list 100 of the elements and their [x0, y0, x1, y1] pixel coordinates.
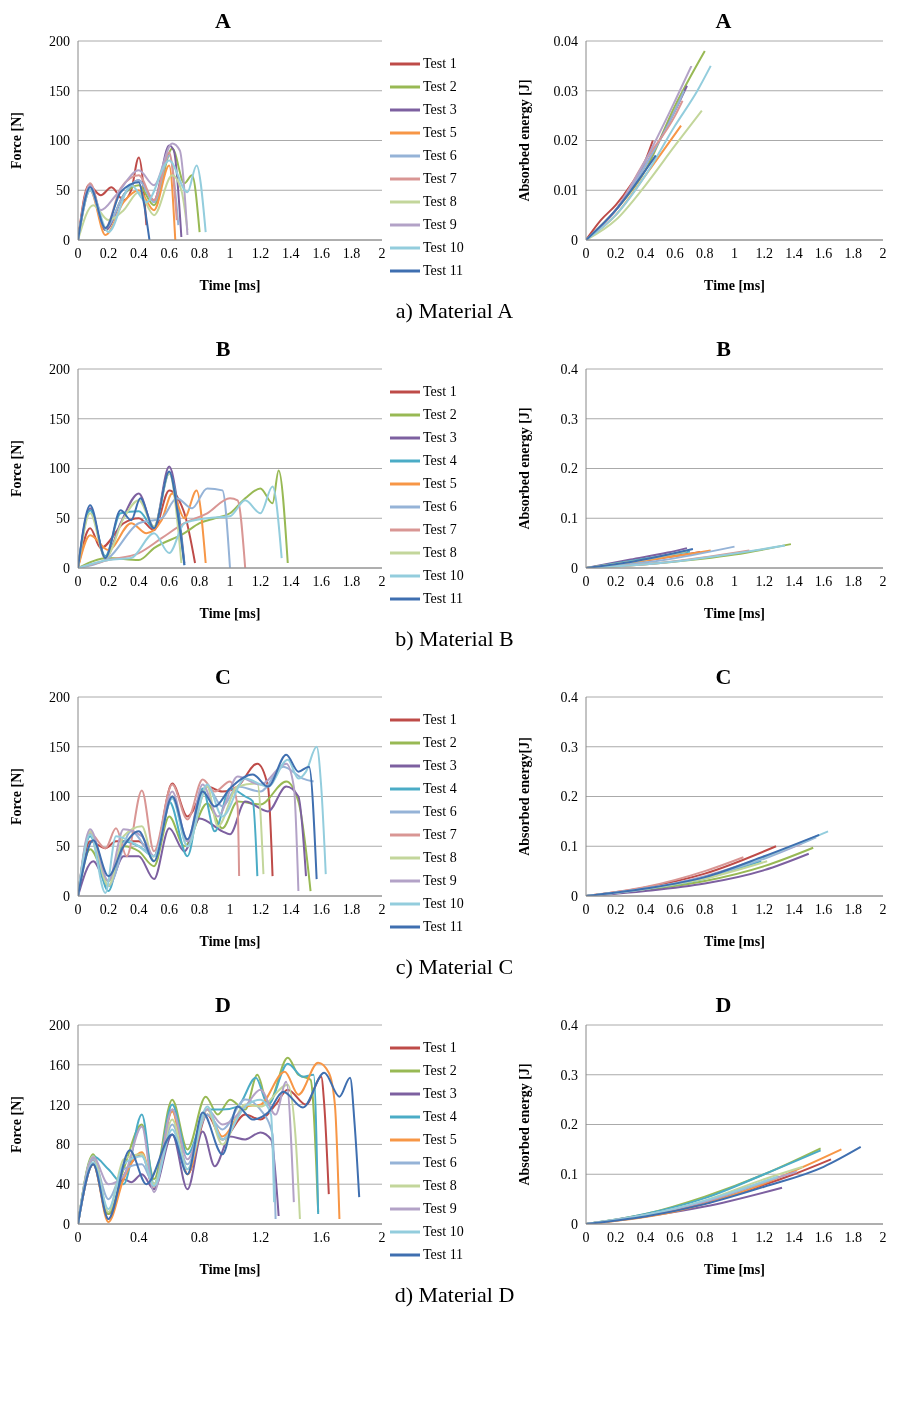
y-axis-title: Absorbed energy [J]	[516, 79, 532, 202]
y-tick-label: 0	[571, 1216, 578, 1232]
legend-label: Test 11	[423, 1246, 464, 1263]
x-tick-label: 1	[226, 573, 234, 589]
y-tick-label: 160	[49, 1057, 70, 1073]
legend-label: Test 8	[423, 1177, 457, 1194]
x-tick-label: 2	[378, 245, 386, 261]
y-tick-label: 0.3	[560, 739, 578, 755]
x-tick-label: 1.2	[251, 901, 270, 917]
x-tick-label: 1.8	[342, 573, 361, 589]
y-tick-label: 0	[63, 888, 70, 904]
x-tick-label: 2	[879, 573, 887, 589]
legend-label: Test 6	[423, 147, 457, 164]
legend-label: Test 5	[423, 124, 457, 141]
x-tick-label: 1.2	[755, 245, 773, 261]
x-axis-title: Time [ms]	[199, 605, 261, 621]
x-tick-label: 0.2	[606, 245, 625, 261]
x-tick-label: 0.2	[99, 573, 118, 589]
y-tick-label: 0	[63, 1216, 70, 1232]
y-axis-title: Absorbed energy[J]	[516, 737, 532, 856]
legend-label: Test 4	[423, 452, 457, 469]
y-tick-label: 0	[571, 560, 578, 576]
x-tick-label: 0	[74, 1229, 82, 1245]
x-tick-label: 1	[731, 573, 738, 589]
legend-label: Test 4	[423, 780, 457, 797]
x-axis-title: Time [ms]	[704, 605, 765, 621]
x-tick-label: 0.6	[666, 901, 684, 917]
x-axis-title: Time [ms]	[199, 933, 261, 949]
x-tick-label: 0.4	[130, 573, 148, 589]
x-tick-label: 2	[879, 901, 887, 917]
legend-label: Test 1	[423, 55, 457, 72]
x-tick-label: 0.8	[696, 573, 714, 589]
legend-label: Test 11	[423, 590, 464, 607]
legend-label: Test 8	[423, 193, 457, 210]
x-tick-label: 2	[378, 573, 386, 589]
y-tick-label: 0	[63, 232, 70, 248]
legend-label: Test 7	[423, 170, 457, 187]
x-tick-label: 2	[879, 245, 887, 261]
chart-title: D	[715, 992, 732, 1017]
x-tick-label: 1.2	[251, 1229, 270, 1245]
y-tick-label: 100	[49, 461, 70, 477]
x-tick-label: 1.2	[755, 901, 773, 917]
y-tick-label: 200	[49, 1017, 70, 1033]
x-tick-label: 1.6	[312, 245, 330, 261]
legend-label: Test 7	[423, 521, 457, 538]
x-tick-label: 0.2	[606, 1229, 625, 1245]
x-tick-label: 1.4	[282, 573, 300, 589]
y-tick-label: 0.3	[560, 1067, 578, 1083]
x-tick-label: 1.4	[785, 901, 803, 917]
x-tick-label: 1.8	[844, 1229, 863, 1245]
y-axis-title: Force [N]	[8, 440, 24, 497]
y-tick-label: 40	[56, 1177, 70, 1193]
x-tick-label: 0.8	[696, 245, 714, 261]
y-tick-label: 80	[56, 1137, 70, 1153]
x-tick-label: 0	[74, 245, 82, 261]
legend-label: Test 10	[423, 1223, 464, 1240]
x-tick-label: 0	[582, 1229, 590, 1245]
y-axis-title: Force [N]	[8, 768, 24, 825]
x-tick-label: 1.6	[312, 573, 330, 589]
y-tick-label: 0.4	[560, 689, 578, 705]
legend-label: Test 3	[423, 757, 457, 774]
legend-label: Test 2	[423, 1062, 457, 1079]
x-tick-label: 0.6	[666, 573, 684, 589]
legend-label: Test 8	[423, 849, 457, 866]
x-tick-label: 2	[378, 1229, 386, 1245]
y-axis-title: Absorbed energy [J]	[516, 407, 532, 530]
x-tick-label: 1.4	[282, 245, 300, 261]
text: c) Material C	[394, 954, 515, 981]
y-tick-label: 0.2	[560, 789, 578, 805]
legend-label: Test 11	[423, 262, 464, 279]
y-tick-label: 100	[49, 133, 70, 149]
legend-label: Test 10	[423, 567, 464, 584]
x-tick-label: 1.2	[251, 573, 270, 589]
y-axis-title: Force [N]	[8, 112, 24, 169]
legend-label: Test 2	[423, 734, 457, 751]
y-tick-label: 0.2	[560, 461, 578, 477]
x-tick-label: 1.6	[814, 1229, 833, 1245]
legend-label: Test 2	[423, 406, 457, 423]
x-tick-label: 0.2	[99, 901, 118, 917]
legend-label: Test 3	[423, 101, 457, 118]
x-tick-label: 0.8	[190, 901, 209, 917]
x-tick-label: 1.8	[342, 245, 361, 261]
x-tick-label: 1	[731, 901, 738, 917]
x-tick-label: 0.6	[160, 901, 178, 917]
legend-label: Test 1	[423, 1039, 457, 1056]
x-tick-label: 1.6	[814, 901, 833, 917]
x-tick-label: 1.4	[785, 573, 803, 589]
legend-label: Test 2	[423, 78, 457, 95]
x-tick-label: 0.8	[190, 245, 209, 261]
y-tick-label: 120	[49, 1097, 70, 1113]
x-tick-label: 0.4	[636, 1229, 655, 1245]
y-tick-label: 0.3	[560, 411, 578, 427]
y-tick-label: 50	[56, 839, 70, 855]
x-tick-label: 0.8	[190, 1229, 209, 1245]
y-tick-label: 150	[49, 411, 70, 427]
legend-label: Test 5	[423, 1131, 457, 1148]
legend-label: Test 11	[423, 918, 464, 935]
x-tick-label: 1.8	[844, 245, 863, 261]
y-tick-label: 100	[49, 789, 70, 805]
x-tick-label: 1.8	[342, 901, 361, 917]
